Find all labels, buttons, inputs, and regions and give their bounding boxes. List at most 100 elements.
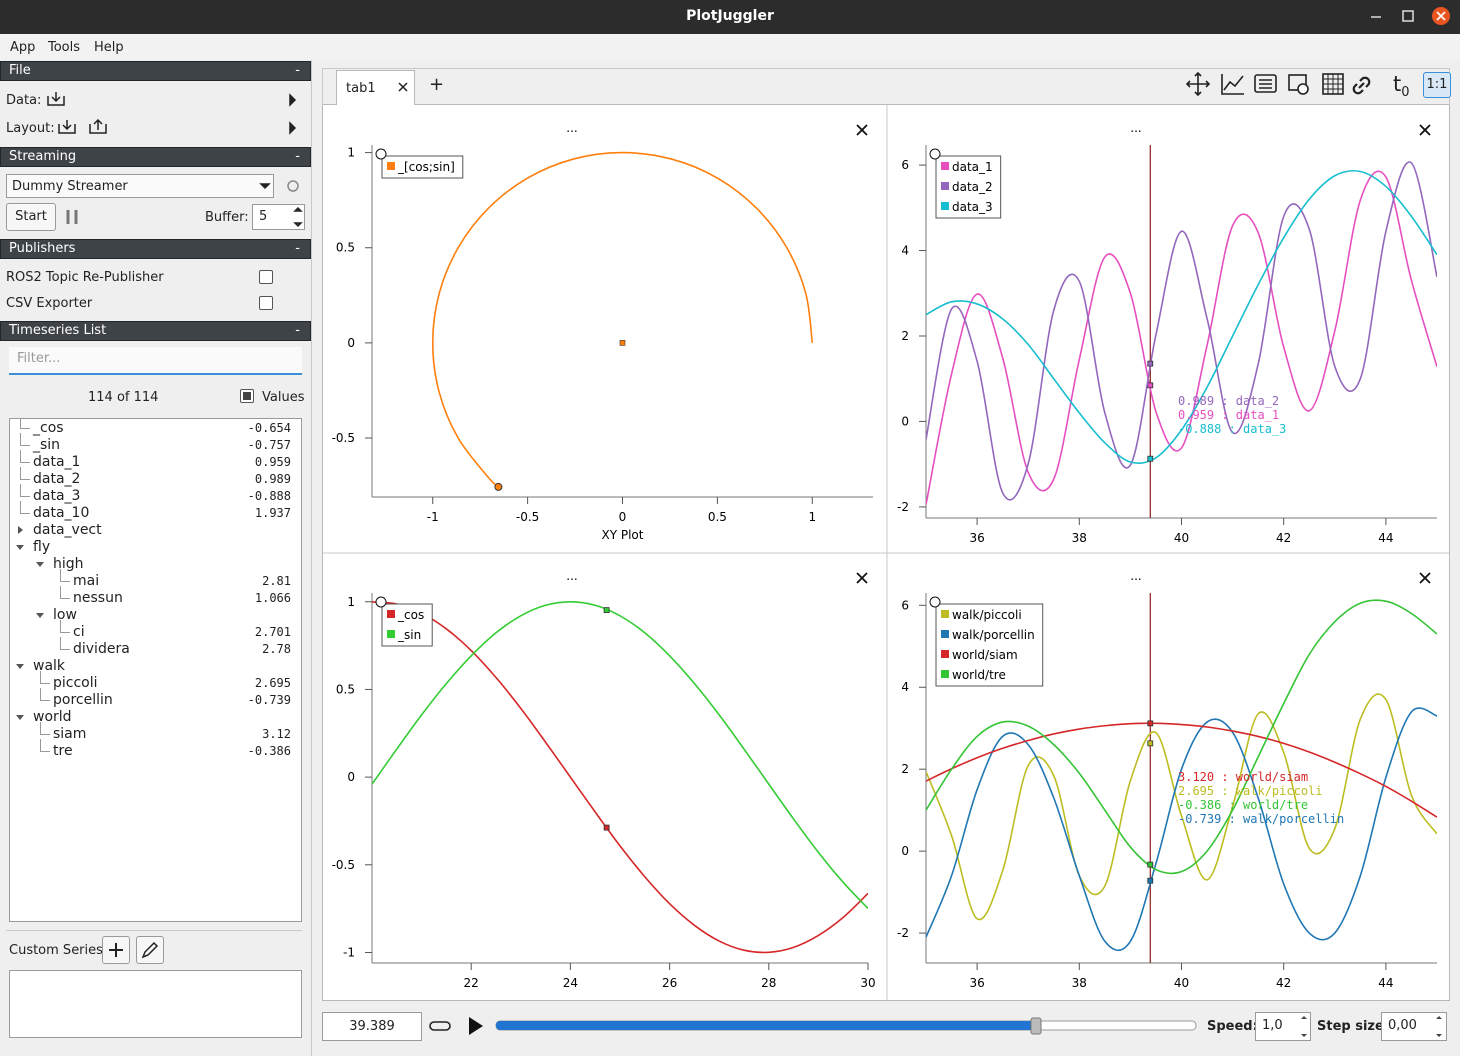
tree-arrow: [18, 526, 23, 534]
y-tick-label: 1: [347, 146, 355, 160]
save-layout-icon[interactable]: [89, 118, 107, 134]
plot-title: ...: [566, 569, 577, 583]
link-icon[interactable]: [1352, 76, 1371, 95]
settings-icon[interactable]: [287, 180, 299, 192]
timeseries-tree[interactable]: _cos -0.654 _sin -0.757 data_1 0.959 data_2 0.9…: [9, 418, 302, 922]
tree-label: _sin: [33, 437, 61, 453]
tab-close[interactable]: [398, 82, 408, 92]
loop-icon[interactable]: [429, 1021, 451, 1031]
sidebar-icons: [47, 92, 303, 959]
tree-label: mai: [73, 573, 100, 589]
cursor-annotation: 3.120 : world/siam: [1178, 770, 1308, 784]
tree-label: piccoli: [53, 675, 98, 691]
y-tick-label: -0.5: [332, 431, 355, 445]
cursor-annotation: -0.386 : world/tre: [1178, 798, 1308, 812]
collapse-toggle[interactable]: -: [295, 323, 300, 338]
section-title: File: [9, 63, 31, 78]
legend-icon[interactable]: [1221, 74, 1244, 95]
legend-label: _[cos;sin]: [397, 160, 455, 174]
legend-label: _cos: [397, 608, 424, 622]
series-line: [926, 693, 1437, 921]
legend-swatch: [387, 162, 395, 170]
cursor-marker: [1147, 861, 1154, 868]
custom-series-list[interactable]: [9, 970, 302, 1038]
section-header[interactable]: Streaming -: [0, 147, 311, 167]
legend-swatch: [387, 630, 395, 638]
add-custom-button[interactable]: [102, 936, 130, 964]
load-layout-icon[interactable]: [58, 120, 76, 134]
tree-value: 0.959: [254, 455, 291, 469]
step-spinbox[interactable]: 0,00: [1381, 1012, 1447, 1041]
edit-custom-button[interactable]: [136, 936, 164, 964]
menu-item[interactable]: App: [10, 40, 36, 55]
plot-area: [926, 593, 1437, 963]
plot-title: ...: [1130, 121, 1141, 135]
legend-swatch: [387, 610, 395, 618]
maximize-button[interactable]: [1402, 10, 1414, 22]
list-icon[interactable]: [1254, 74, 1277, 93]
y-tick-label: 6: [901, 598, 909, 612]
streamer-combo[interactable]: Dummy Streamer: [6, 174, 274, 198]
publisher-checkbox[interactable]: [259, 270, 273, 284]
collapse-toggle[interactable]: -: [295, 241, 300, 256]
start-button[interactable]: Start: [6, 203, 56, 231]
collapse-toggle[interactable]: -: [295, 63, 300, 78]
speed-spinbox[interactable]: 1,0: [1255, 1012, 1311, 1041]
slider-handle[interactable]: [1030, 1017, 1042, 1035]
pause-icon[interactable]: [66, 210, 78, 224]
ratio-button[interactable]: 1:1: [1423, 72, 1451, 98]
tree-branch: [60, 620, 70, 633]
x-tick-label: 24: [563, 976, 578, 990]
section-header[interactable]: File -: [0, 61, 311, 81]
values-checkbox[interactable]: [240, 389, 254, 403]
tree-label: porcellin: [53, 692, 113, 708]
publisher-label: ROS2 Topic Re-Publisher: [6, 270, 164, 285]
tree-label: high: [53, 556, 84, 572]
expand-arrows[interactable]: [289, 93, 297, 135]
cursor-annotation: 2.695 : walk/piccoli: [1178, 784, 1323, 798]
load-data-icon[interactable]: [47, 92, 65, 106]
grid-icon-lines: [1323, 74, 1343, 94]
legend-swatch: [941, 182, 949, 190]
y-tick-label: 1: [347, 595, 355, 609]
y-tick-label: -1: [343, 945, 355, 959]
menu-item[interactable]: Help: [94, 40, 124, 55]
pencil-icon: [141, 941, 159, 959]
tree-label: low: [53, 607, 77, 623]
time-offset-button[interactable]: t0: [1393, 72, 1410, 100]
tree-value: 1.066: [254, 591, 291, 605]
move-icon[interactable]: [1185, 71, 1211, 97]
buffer-spinbox[interactable]: 5: [252, 204, 305, 230]
cursor-marker: [1147, 382, 1154, 389]
y-tick-label: -2: [897, 500, 909, 514]
streamer-name: Dummy Streamer: [12, 179, 128, 194]
combo-arrow: [259, 183, 271, 190]
cursor-marker: [1147, 740, 1154, 747]
step-label: Step size:: [1317, 1019, 1390, 1034]
menu-item[interactable]: Tools: [48, 40, 81, 55]
spin-arrows: [1301, 1016, 1442, 1037]
tree-label: data_10: [33, 505, 90, 521]
buffer-label: Buffer:: [205, 210, 249, 225]
plot-title: ...: [566, 121, 577, 135]
plot-corner-handle: [375, 596, 387, 608]
series-line: [372, 601, 868, 954]
tree-branch: [20, 450, 30, 463]
time-display[interactable]: 39.389: [322, 1012, 422, 1041]
publisher-checkbox[interactable]: [259, 296, 273, 310]
legend-label: walk/porcellin: [952, 628, 1035, 642]
plot-close: [856, 124, 868, 136]
x-tick-label: 40: [1174, 531, 1189, 545]
tree-value: -0.888: [247, 489, 291, 503]
add-tab-button[interactable]: +: [429, 74, 445, 95]
legend-swatch: [941, 610, 949, 618]
filter-input[interactable]: [9, 347, 302, 375]
tree-label: data_3: [33, 488, 81, 504]
section-header[interactable]: Publishers -: [0, 239, 311, 259]
section-header[interactable]: Timeseries List -: [0, 321, 311, 341]
collapse-toggle[interactable]: -: [295, 149, 300, 164]
y-tick-label: 0: [901, 844, 909, 858]
legend-label: data_1: [952, 160, 993, 174]
play-button[interactable]: [469, 1017, 483, 1035]
tab-label[interactable]: tab1: [346, 81, 376, 96]
